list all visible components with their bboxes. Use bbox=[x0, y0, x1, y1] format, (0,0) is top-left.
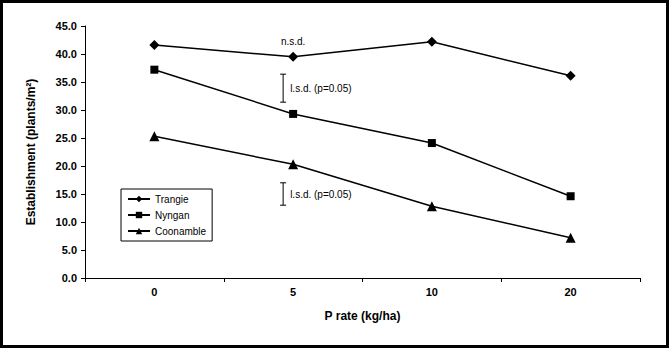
svg-text:30.0: 30.0 bbox=[56, 104, 77, 116]
svg-text:P rate (kg/ha): P rate (kg/ha) bbox=[325, 309, 401, 323]
svg-text:0.0: 0.0 bbox=[62, 272, 77, 284]
svg-text:10.0: 10.0 bbox=[56, 216, 77, 228]
svg-text:5.0: 5.0 bbox=[62, 244, 77, 256]
svg-text:45.0: 45.0 bbox=[56, 20, 77, 32]
svg-text:n.s.d.: n.s.d. bbox=[281, 36, 305, 47]
svg-text:20.0: 20.0 bbox=[56, 160, 77, 172]
svg-text:40.0: 40.0 bbox=[56, 48, 77, 60]
svg-text:Coonamble: Coonamble bbox=[155, 226, 207, 237]
svg-text:5: 5 bbox=[290, 286, 296, 298]
svg-text:25.0: 25.0 bbox=[56, 132, 77, 144]
svg-text:Nyngan: Nyngan bbox=[155, 210, 189, 221]
svg-text:Trangie: Trangie bbox=[155, 194, 189, 205]
svg-text:35.0: 35.0 bbox=[56, 76, 77, 88]
svg-text:l.s.d. (p=0.05): l.s.d. (p=0.05) bbox=[290, 189, 351, 200]
svg-text:l.s.d. (p=0.05): l.s.d. (p=0.05) bbox=[290, 83, 351, 94]
svg-text:Establishment (plants/m²): Establishment (plants/m²) bbox=[24, 79, 38, 226]
svg-text:15.0: 15.0 bbox=[56, 188, 77, 200]
svg-text:0: 0 bbox=[151, 286, 157, 298]
svg-text:10: 10 bbox=[426, 286, 438, 298]
svg-text:20: 20 bbox=[565, 286, 577, 298]
